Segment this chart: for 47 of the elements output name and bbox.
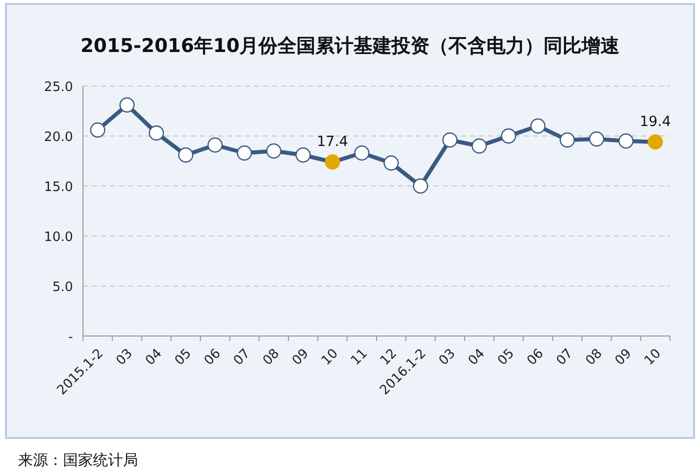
point: [589, 131, 604, 147]
point: [384, 155, 399, 171]
x-tick-label: 07: [554, 346, 576, 369]
y-tick-label: 15.0: [44, 180, 73, 195]
x-tick-label: 04: [142, 346, 166, 369]
x-tick-label: 04: [466, 346, 488, 369]
y-tick-label: 20.0: [44, 130, 73, 145]
chart-title: 2015-2016年10月份全国累计基建投资（不含电力）同比增速: [80, 35, 620, 57]
y-tick-label: -: [68, 330, 74, 345]
x-tick-label: 05: [172, 346, 195, 369]
point: [119, 97, 135, 113]
x-tick-label: 10: [318, 346, 342, 369]
x-tick-label: 09: [612, 346, 635, 369]
point: [90, 122, 106, 138]
point: [530, 118, 546, 134]
point: [148, 125, 164, 141]
x-tick-label: 08: [260, 346, 283, 369]
x-tick-label: 06: [524, 346, 547, 369]
x-tick-label: 03: [114, 346, 136, 369]
y-tick-label: 10.0: [44, 230, 73, 245]
point: [324, 154, 340, 170]
point: [442, 132, 458, 148]
point: [266, 143, 282, 159]
point: [207, 137, 223, 153]
source-note: 来源：国家统计局: [18, 452, 138, 469]
x-tick-label: 09: [290, 346, 312, 369]
point: [178, 147, 194, 163]
x-tick-label: 03: [436, 346, 459, 369]
x-tick-label: 06: [202, 346, 224, 369]
data-label: 19.4: [640, 114, 672, 130]
x-tick-label: 08: [583, 346, 606, 369]
point: [500, 128, 516, 144]
point: [648, 134, 663, 150]
point: [412, 178, 428, 194]
y-tick-label: 5.0: [52, 280, 73, 295]
y-tick-label: 25.0: [44, 80, 73, 95]
point: [560, 132, 575, 148]
x-tick-label: 11: [348, 346, 371, 369]
x-tick-label: 05: [495, 346, 518, 369]
point: [296, 147, 311, 163]
data-label: 17.4: [316, 134, 348, 150]
point: [618, 133, 634, 149]
point: [236, 145, 252, 161]
x-tick-label: 07: [230, 346, 254, 369]
point: [472, 138, 487, 154]
x-tick-label: 10: [642, 346, 664, 369]
point: [354, 145, 370, 161]
